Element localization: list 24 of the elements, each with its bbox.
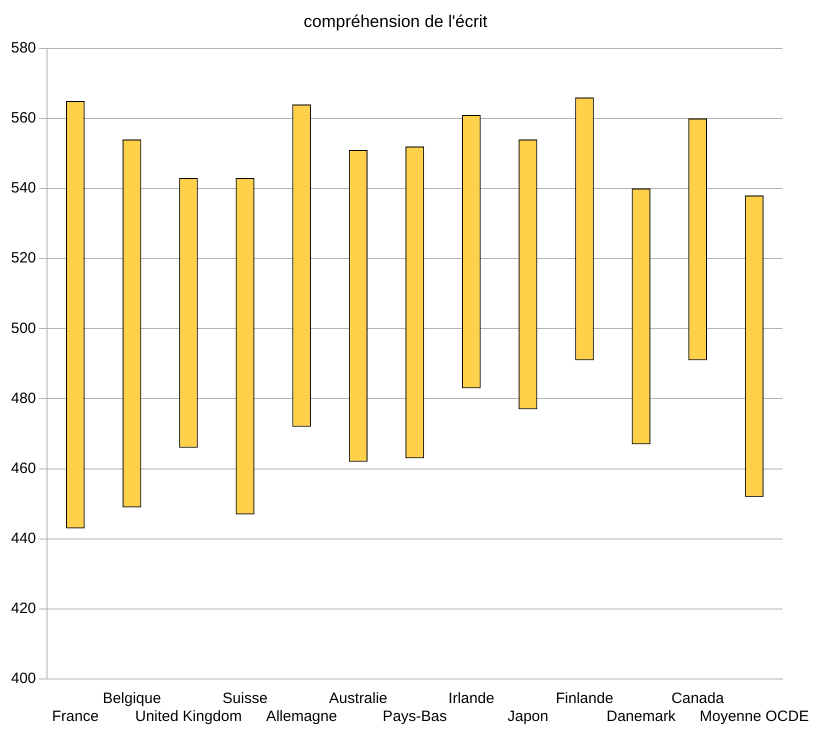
x-tick-label: Belgique — [102, 690, 162, 708]
x-tick-label: Finlande — [556, 690, 614, 708]
chart-title: compréhension de l'écrit — [304, 12, 488, 31]
y-tick-label: 580 — [10, 40, 36, 57]
y-tick-label: 500 — [10, 320, 36, 337]
x-tick-label: Canada — [671, 690, 725, 708]
x-tick-label: Danemark — [606, 708, 676, 726]
y-tick-label: 460 — [10, 460, 36, 477]
x-tick-label: Irlande — [448, 690, 494, 708]
y-tick-label: 400 — [10, 670, 36, 688]
y-tick-label: 480 — [10, 390, 36, 407]
y-tick-label: 440 — [10, 530, 36, 548]
x-tick-label: Allemagne — [266, 708, 338, 726]
x-tick-label: France — [52, 708, 99, 726]
y-tick-label: 520 — [10, 250, 36, 267]
y-tick-label: 560 — [10, 110, 36, 127]
y-tick-label: 540 — [10, 180, 36, 197]
x-tick-label: United Kingdom — [135, 708, 242, 726]
y-tick-label: 420 — [10, 600, 36, 618]
x-tick-label: Australie — [329, 690, 388, 708]
x-tick-label: Pays-Bas — [382, 708, 447, 726]
x-tick-label: Moyenne OCDE — [700, 708, 809, 726]
x-tick-label: Japon — [507, 708, 548, 726]
x-tick-label: Suisse — [222, 690, 268, 708]
